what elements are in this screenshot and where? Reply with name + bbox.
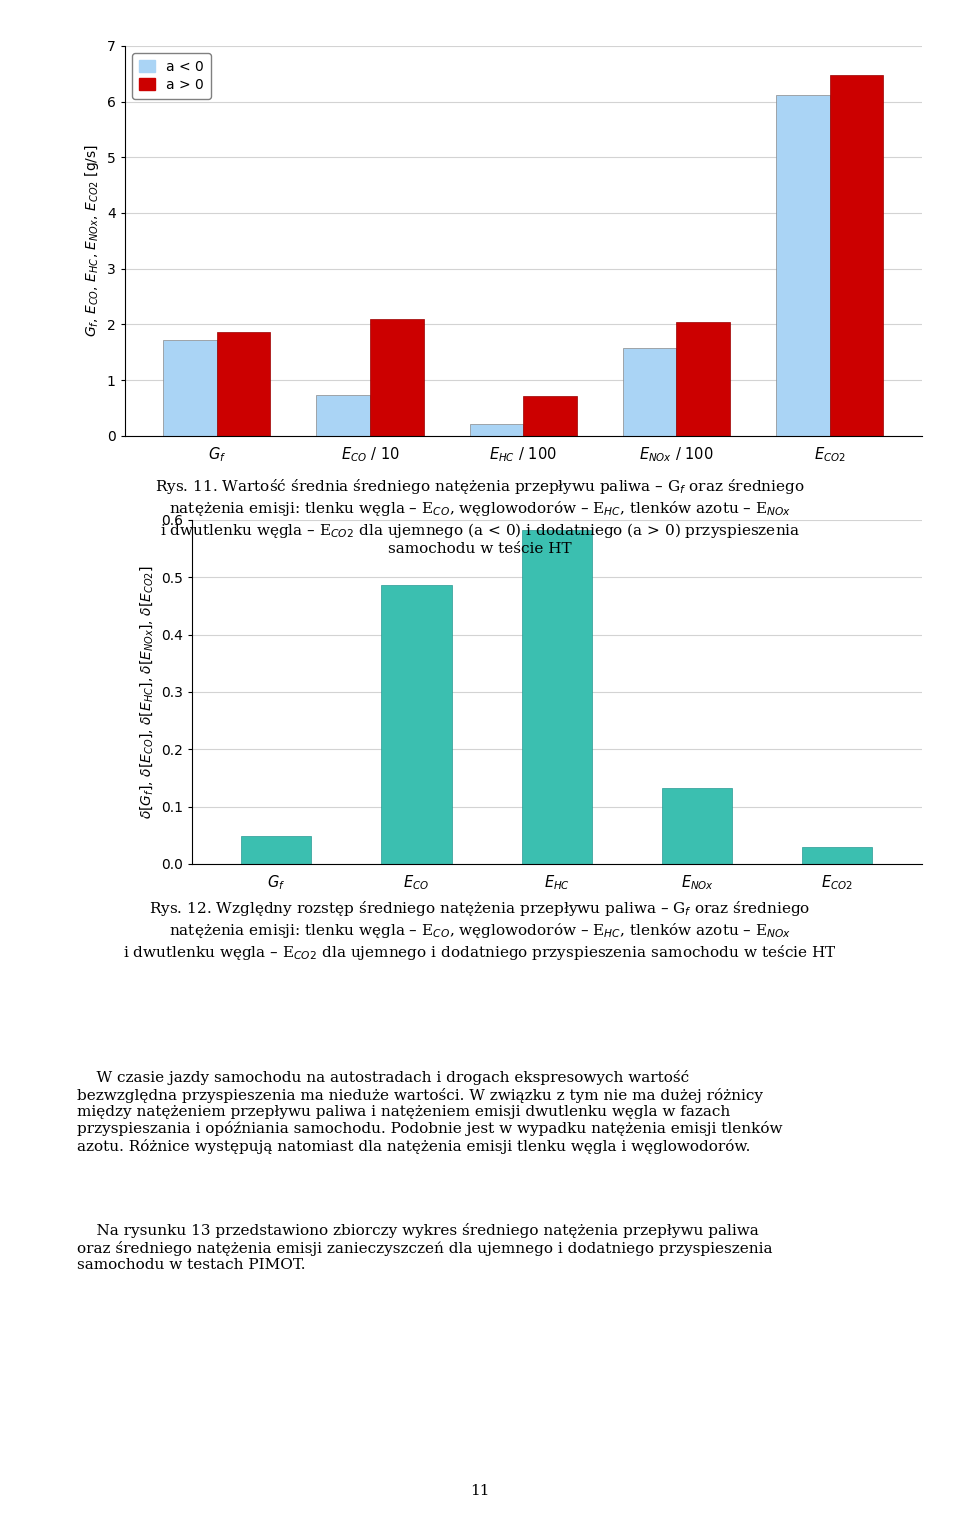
Bar: [776, 95, 829, 436]
Bar: [623, 349, 677, 436]
Bar: [829, 75, 883, 436]
Bar: [469, 424, 523, 436]
Text: 11: 11: [470, 1483, 490, 1498]
Text: Na rysunku 13 przedstawiono zbiorczy wykres średniego natężenia przepływu paliwa: Na rysunku 13 przedstawiono zbiorczy wyk…: [77, 1223, 772, 1272]
Bar: [803, 847, 873, 864]
Bar: [317, 394, 370, 436]
Bar: [241, 836, 311, 864]
Bar: [381, 584, 451, 864]
Text: Rys. 12. Względny rozstęp średniego natężenia przepływu paliwa – G$_f$ oraz śred: Rys. 12. Względny rozstęp średniego natę…: [123, 899, 837, 962]
Bar: [523, 396, 577, 436]
Y-axis label: $\delta[G_f]$, $\delta[E_{CO}]$, $\delta[E_{HC}]$, $\delta[E_{NOx}]$, $\delta[E_: $\delta[G_f]$, $\delta[E_{CO}]$, $\delta…: [138, 566, 156, 818]
Bar: [370, 320, 423, 436]
Y-axis label: $G_f$, $E_{CO}$, $E_{HC}$, $E_{NOx}$, $E_{CO2}$ [g/s]: $G_f$, $E_{CO}$, $E_{HC}$, $E_{NOx}$, $E…: [84, 144, 102, 338]
Text: W czasie jazdy samochodu na autostradach i drogach ekspresowych wartość
bezwzglę: W czasie jazdy samochodu na autostradach…: [77, 1070, 782, 1154]
Legend: a < 0, a > 0: a < 0, a > 0: [132, 54, 211, 99]
Bar: [217, 332, 271, 436]
Bar: [163, 339, 217, 436]
Bar: [677, 321, 730, 436]
Bar: [521, 529, 592, 864]
Bar: [662, 789, 732, 864]
Text: Rys. 11. Wartość średnia średniego natężenia przepływu paliwa – G$_f$ oraz średn: Rys. 11. Wartość średnia średniego natęż…: [156, 477, 804, 557]
